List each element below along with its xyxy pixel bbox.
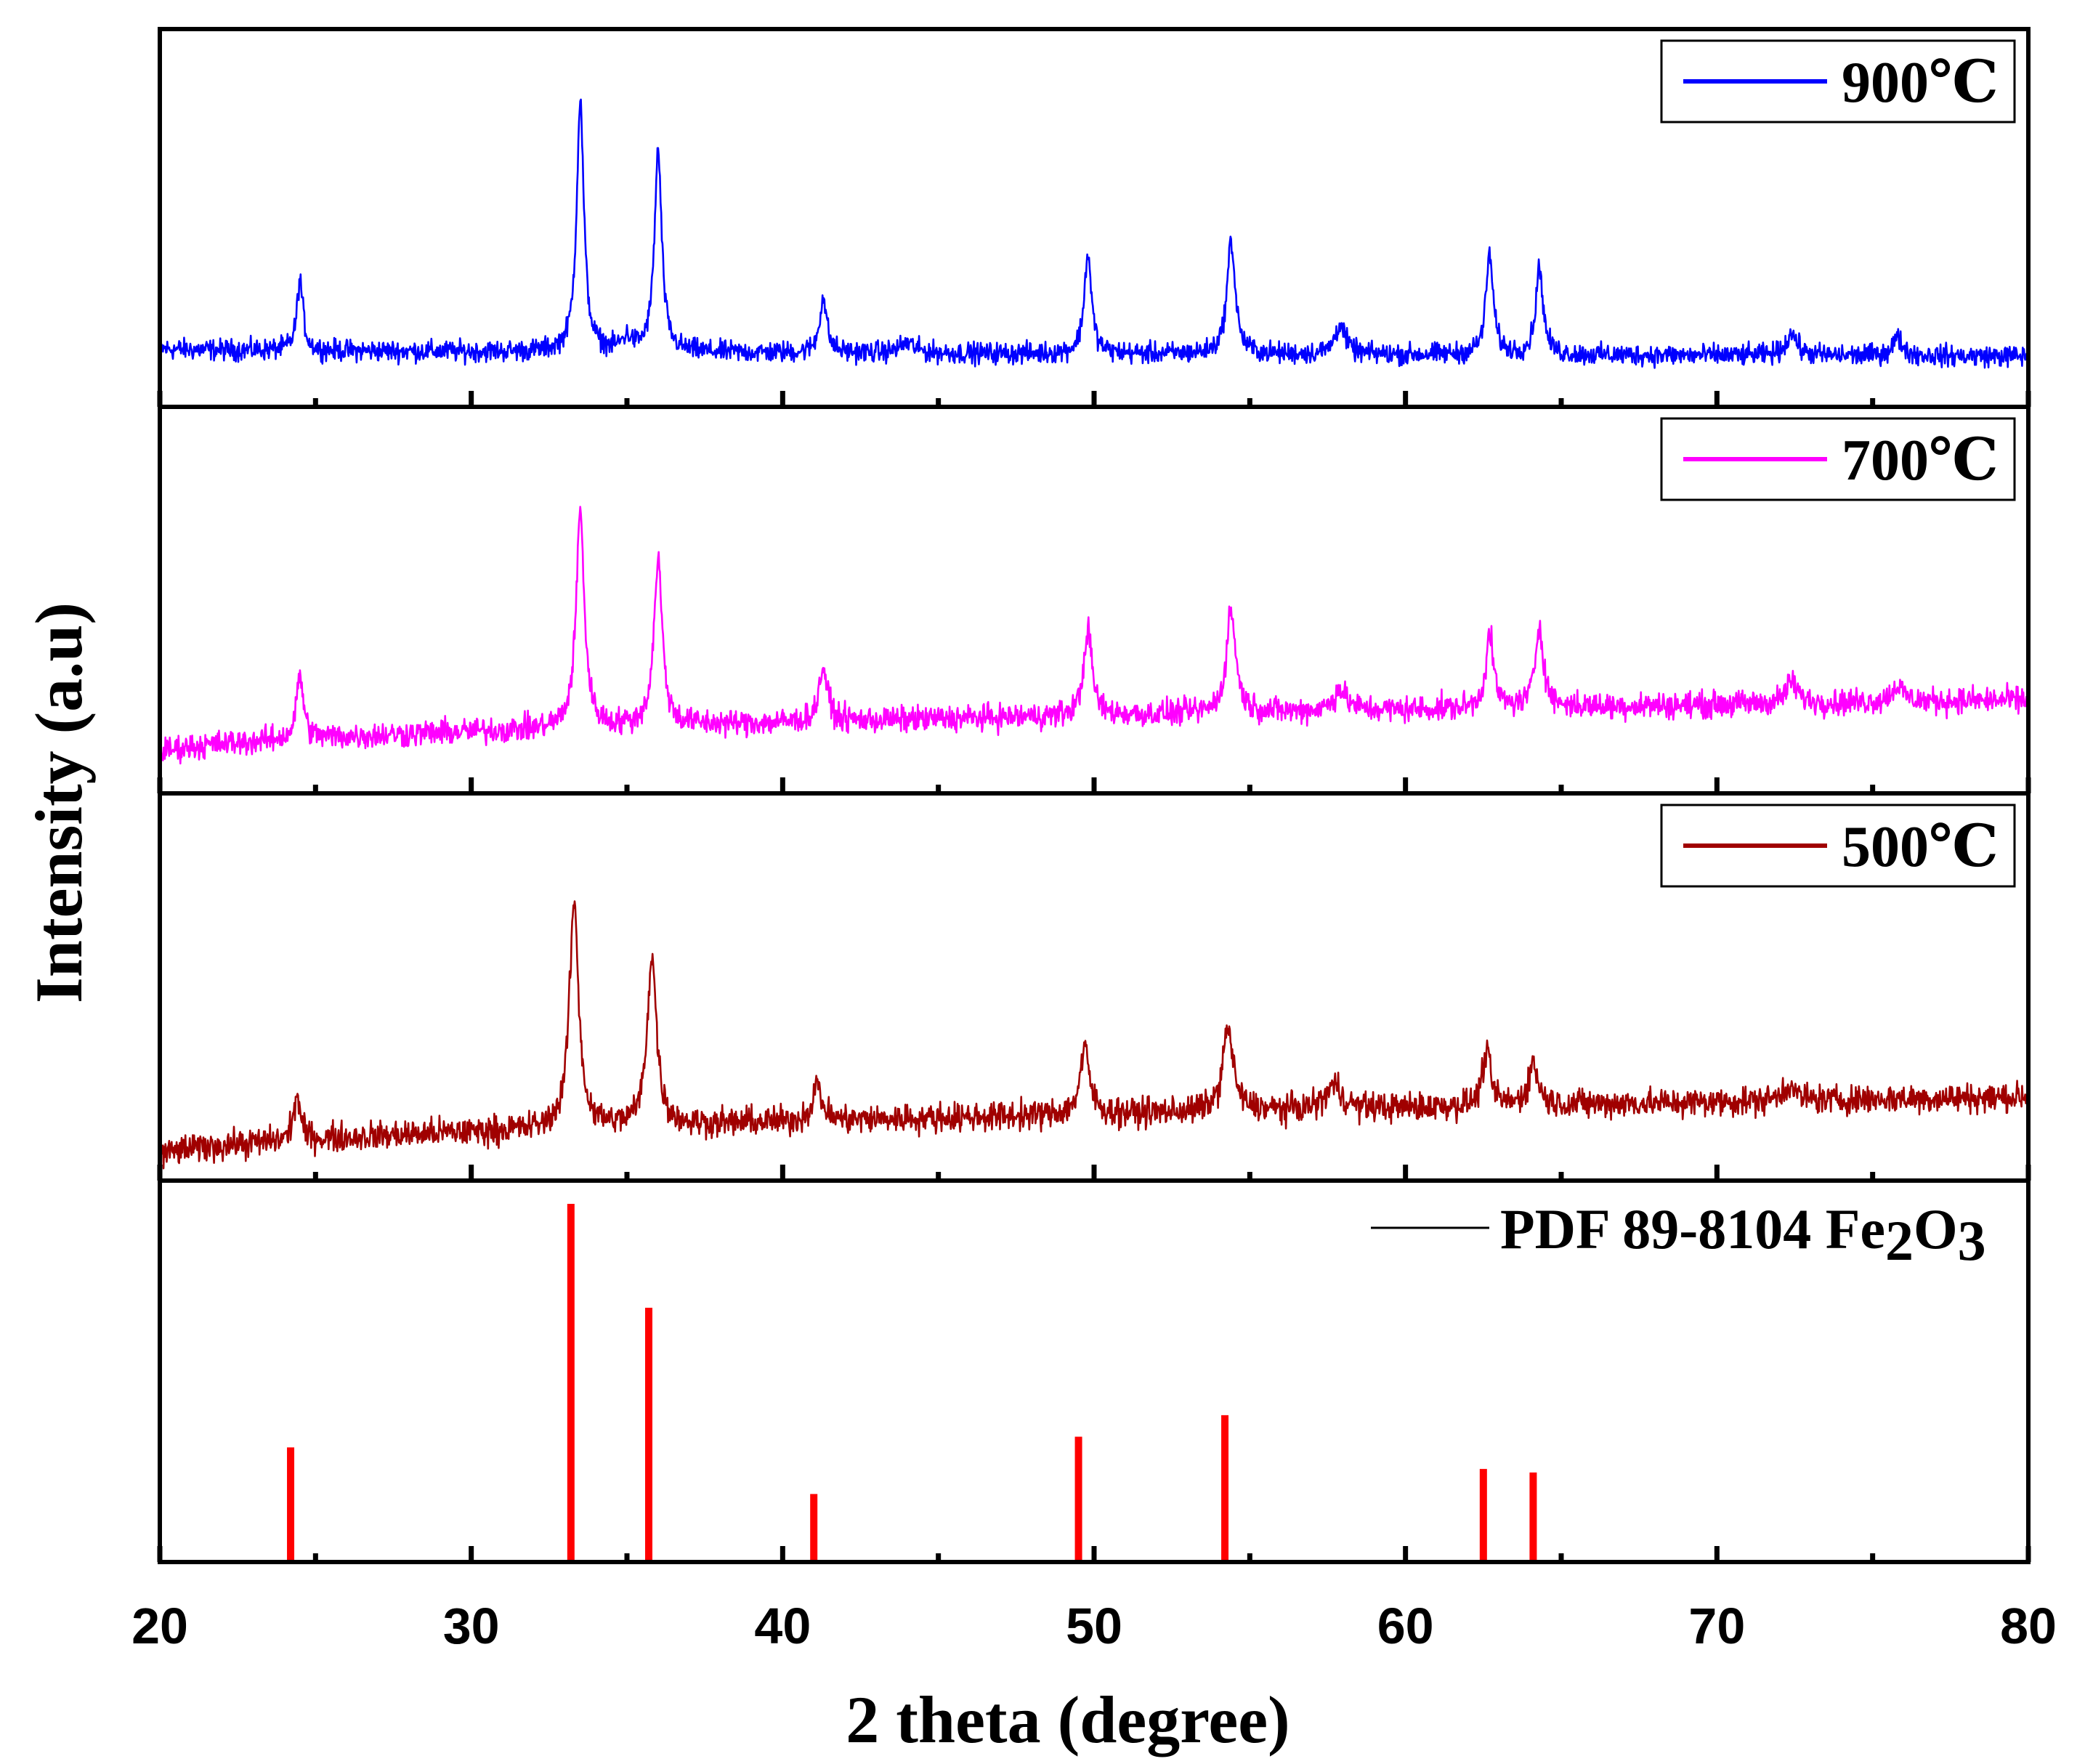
y-axis-label: Intensity (a.u) xyxy=(22,602,96,1003)
reference-legend-part: 2 xyxy=(1885,1209,1914,1272)
x-tick-labels: 20 30 40 50 60 70 80 xyxy=(131,1598,2057,1654)
x-tick-label: 60 xyxy=(1377,1598,1434,1654)
legend-label-0: 900℃ xyxy=(1842,51,1999,115)
reference-legend-part: 3 xyxy=(1958,1209,1986,1272)
series-line-500℃ xyxy=(158,900,2030,1170)
x-tick-label: 20 xyxy=(131,1598,188,1654)
reference-legend-label: PDF 89-8104 Fe2O3 xyxy=(1500,1197,1986,1272)
panels-group: 900℃ 700℃ 500℃ PDF 89-8104 Fe2O3 xyxy=(157,27,2031,1564)
series-line-900℃ xyxy=(158,98,2030,369)
x-axis-label: 2 theta (degree) xyxy=(846,1683,1290,1757)
reference-legend-part: O xyxy=(1914,1197,1958,1261)
x-tick-label: 40 xyxy=(754,1598,811,1654)
reference-legend-part: PDF 89-8104 Fe xyxy=(1500,1197,1885,1261)
legend-label-2: 500℃ xyxy=(1842,815,1999,879)
x-tick-label: 30 xyxy=(443,1598,500,1654)
x-tick-label: 50 xyxy=(1066,1598,1122,1654)
legend-label-1: 700℃ xyxy=(1842,429,1999,493)
series-line-700℃ xyxy=(158,506,2030,765)
x-tick-label: 70 xyxy=(1688,1598,1745,1654)
x-tick-label: 80 xyxy=(2000,1598,2057,1654)
